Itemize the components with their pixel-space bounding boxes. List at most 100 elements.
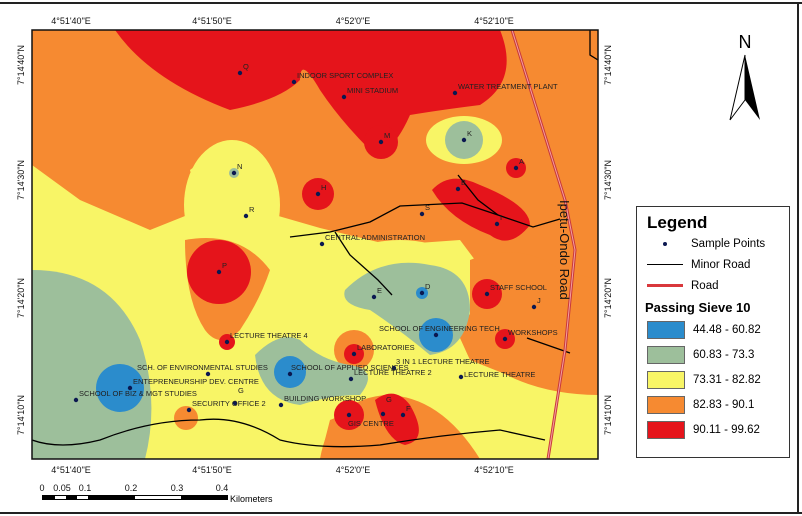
left-tick-label: 7°14'10"N [16,395,26,435]
legend-swatch [647,370,685,389]
legend-class: 73.31 - 82.82 [647,367,789,392]
sample-point[interactable] [351,351,357,357]
sample-point[interactable] [391,365,397,371]
bottom-tick-label: 4°51'50"E [192,465,232,475]
top-tick-label: 4°51'50"E [192,16,232,26]
sample-point[interactable] [494,221,500,227]
sample-point[interactable] [341,94,347,100]
legend-class-label: 60.83 - 73.3 [693,348,755,361]
legend-swatch [647,345,685,364]
point-label: A [519,157,524,166]
sample-point[interactable] [224,339,230,345]
north-arrow-icon [729,54,746,121]
sample-point[interactable] [319,241,325,247]
point-label: WORKSHOPS [508,328,558,337]
sample-point[interactable] [380,411,386,417]
sample-point[interactable] [232,400,238,406]
point-label: D [425,282,431,291]
legend-class: 44.48 - 60.82 [647,317,789,342]
sample-point[interactable] [531,304,537,310]
scale-tick-label: 0.2 [125,483,138,493]
point-label: GIS CENTRE [348,419,394,428]
sample-point-icon [663,241,667,246]
sample-point[interactable] [237,70,243,76]
sample-point[interactable] [73,397,79,403]
legend-label: Sample Points [691,237,766,250]
legend-class-label: 73.31 - 82.82 [693,373,761,386]
sample-point[interactable] [346,412,352,418]
north-arrow: N [729,32,760,121]
legend-class-label: 90.11 - 99.62 [693,423,760,436]
point-label: F [406,404,411,413]
point-label: MINI STADIUM [347,86,398,95]
point-label: STAFF SCHOOL [490,283,547,292]
bottom-tick-label: 4°52'10"E [474,465,514,475]
scale-tick-label: 0 [39,483,44,493]
zone-yellow [32,140,598,459]
sample-point[interactable] [205,371,211,377]
scale-tick-label: 0.05 [53,483,71,493]
point-label: R [249,205,255,214]
sample-point[interactable] [287,371,293,377]
sample-point[interactable] [371,294,377,300]
point-label: LECTURE THEATRE [464,370,535,379]
point-label: BUILDING WORKSHOP [284,394,366,403]
sample-point[interactable] [216,269,222,275]
sample-point[interactable] [419,290,425,296]
north-label: N [739,32,752,52]
point-label: ENTEPRENEURSHIP DEV. CENTRE [133,377,259,386]
sample-point[interactable] [127,385,133,391]
sample-point[interactable] [513,165,519,171]
sample-point[interactable] [243,213,249,219]
legend-swatch [647,320,685,339]
point-label: 3 IN 1 LECTURE THEATRE [396,357,490,366]
right-tick-label: 7°14'10"N [603,395,613,435]
legend-class: 60.83 - 73.3 [647,342,789,367]
sample-point[interactable] [502,336,508,342]
point-label: N [237,162,242,171]
scale-tick-label: 0.1 [79,483,92,493]
legend-class: 90.11 - 99.62 [647,417,789,442]
point-label: LECTURE THEATRE 4 [230,331,308,340]
sample-point[interactable] [400,412,406,418]
point-label: LECTURE THEATRE 2 [354,368,432,377]
sample-point[interactable] [455,186,461,192]
sample-point[interactable] [484,291,490,297]
sample-point[interactable] [461,137,467,143]
minor-road-icon [647,264,683,265]
point-label: S [425,203,430,212]
legend-road: Road [647,275,789,296]
right-tick-label: 7°14'40"N [603,45,613,85]
sample-point[interactable] [291,79,297,85]
legend-label: Minor Road [691,258,751,271]
point-label: SCH. OF ENVIRONMENTAL STUDIES [137,363,268,372]
legend-minor-road: Minor Road [647,254,789,275]
legend-title: Legend [647,213,708,232]
sample-point[interactable] [348,376,354,382]
point-label: M [384,131,390,140]
point-label: G [238,386,244,395]
sample-point[interactable] [231,170,237,176]
sample-point[interactable] [458,374,464,380]
sample-point[interactable] [186,407,192,413]
point-label: B [461,178,466,187]
road-label: Ipetu-Ondo Road [557,200,572,300]
point-label: H [321,183,326,192]
sample-point[interactable] [433,332,439,338]
legend: Legend Sample Points Minor Road Road Pas… [636,206,790,458]
map-frame [31,29,599,460]
right-tick-label: 7°14'20"N [603,278,613,318]
point-label: I [500,213,502,222]
left-tick-label: 7°14'40"N [16,45,26,85]
sample-point[interactable] [452,90,458,96]
point-label: SECURITY OFFICE 2 [192,399,266,408]
sample-point[interactable] [315,191,321,197]
bottom-tick-label: 4°52'0"E [336,465,371,475]
point-label: SCHOOL OF APPLIED SCIENCES [291,363,409,372]
sample-point[interactable] [378,139,384,145]
sample-point[interactable] [419,211,425,217]
sample-point[interactable] [278,402,284,408]
left-tick-label: 7°14'30"N [16,160,26,200]
